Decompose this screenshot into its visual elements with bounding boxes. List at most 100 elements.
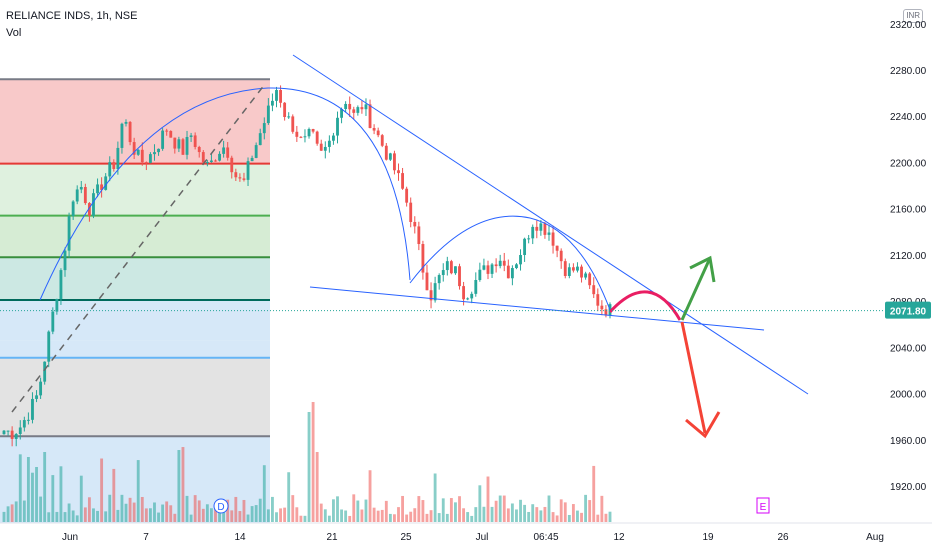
- candle: [523, 237, 527, 262]
- candle: [128, 120, 132, 146]
- volume-bar: [543, 506, 547, 522]
- x-tick-label: 06:45: [533, 532, 558, 543]
- candle-body: [486, 265, 490, 274]
- candle-body: [327, 140, 331, 147]
- candle: [303, 129, 307, 143]
- volume-bar: [6, 506, 10, 522]
- candle-body: [197, 146, 201, 153]
- candle: [600, 300, 604, 316]
- currency-badge[interactable]: INR: [903, 9, 923, 23]
- volume-bar: [59, 466, 63, 522]
- candle-body: [283, 102, 287, 117]
- volume-bar: [92, 508, 95, 522]
- volume-bar: [136, 460, 140, 522]
- volume-bar: [421, 500, 425, 522]
- volume-bar: [571, 504, 575, 522]
- volume-bar: [531, 504, 535, 522]
- candle: [295, 125, 299, 142]
- candle-body: [437, 275, 441, 284]
- volume-bar: [327, 515, 331, 522]
- volume-bar: [67, 503, 71, 522]
- volume-bar: [563, 502, 567, 522]
- candle: [433, 276, 437, 303]
- candle: [510, 265, 514, 286]
- candle: [384, 143, 388, 161]
- volume-bar: [323, 509, 327, 522]
- candle: [108, 156, 112, 182]
- candle: [401, 167, 405, 190]
- candle-body: [380, 135, 384, 146]
- candle-body: [397, 170, 400, 174]
- candle: [39, 377, 43, 399]
- volume-bars: [2, 402, 612, 522]
- volume-bar: [498, 495, 502, 522]
- candle-body: [275, 90, 278, 101]
- candle-body: [238, 177, 242, 179]
- volume-bar: [348, 515, 352, 522]
- candle: [340, 107, 343, 124]
- volume-bar: [462, 508, 466, 522]
- candle: [539, 219, 543, 236]
- candle: [425, 264, 429, 291]
- candle: [104, 173, 108, 191]
- candle: [262, 117, 266, 140]
- candle-body: [185, 136, 189, 155]
- fib-zone: [0, 340, 270, 358]
- volume-bar: [592, 465, 596, 522]
- candle: [218, 151, 221, 162]
- volume-bar: [189, 514, 193, 522]
- volume-bar: [31, 472, 34, 522]
- volume-bar: [486, 476, 490, 522]
- candle: [478, 262, 482, 282]
- prediction-arc: [608, 290, 682, 321]
- volume-bar: [193, 495, 197, 522]
- candle: [283, 102, 287, 121]
- candle-body: [128, 121, 132, 143]
- volume-bar: [254, 505, 258, 522]
- candle-body: [429, 290, 433, 301]
- candle-body: [148, 154, 152, 163]
- volume-bar: [157, 512, 160, 522]
- x-tick-label: 21: [326, 532, 338, 543]
- y-tick-label: 2000.00: [890, 390, 927, 401]
- candle-body: [515, 264, 518, 269]
- candle-body: [214, 160, 217, 162]
- volume-bar: [112, 468, 116, 522]
- volume-bar: [315, 452, 319, 522]
- volume-bar: [466, 512, 470, 522]
- x-tick-label: Jun: [62, 532, 78, 543]
- candle-body: [592, 285, 596, 295]
- candle: [421, 240, 425, 280]
- candle-body: [144, 162, 148, 164]
- candle: [563, 258, 567, 279]
- candle: [580, 264, 583, 283]
- candle: [441, 263, 445, 282]
- candle-body: [299, 136, 303, 138]
- y-tick-label: 2200.00: [890, 158, 927, 169]
- volume-bar: [368, 470, 372, 522]
- candle-body: [22, 420, 26, 428]
- candle-body: [384, 145, 388, 160]
- candle: [51, 307, 55, 335]
- candle-body: [14, 434, 18, 439]
- candle: [413, 216, 417, 234]
- candle: [519, 249, 522, 271]
- candle-body: [502, 260, 506, 266]
- candle: [356, 105, 360, 116]
- dividend-marker: D: [213, 498, 229, 514]
- candle: [515, 263, 518, 270]
- volume-bar: [132, 502, 136, 522]
- candle: [279, 85, 282, 108]
- candle: [535, 220, 539, 239]
- candle-body: [519, 255, 522, 265]
- volume-bar: [547, 495, 551, 522]
- candle-body: [584, 273, 588, 278]
- candle-body: [266, 105, 270, 124]
- candle-body: [510, 268, 514, 279]
- y-tick-label: 2120.00: [890, 251, 927, 262]
- candle-body: [222, 147, 226, 154]
- candle-body: [425, 272, 429, 291]
- volume-bar: [567, 514, 571, 522]
- candle-body: [360, 107, 364, 110]
